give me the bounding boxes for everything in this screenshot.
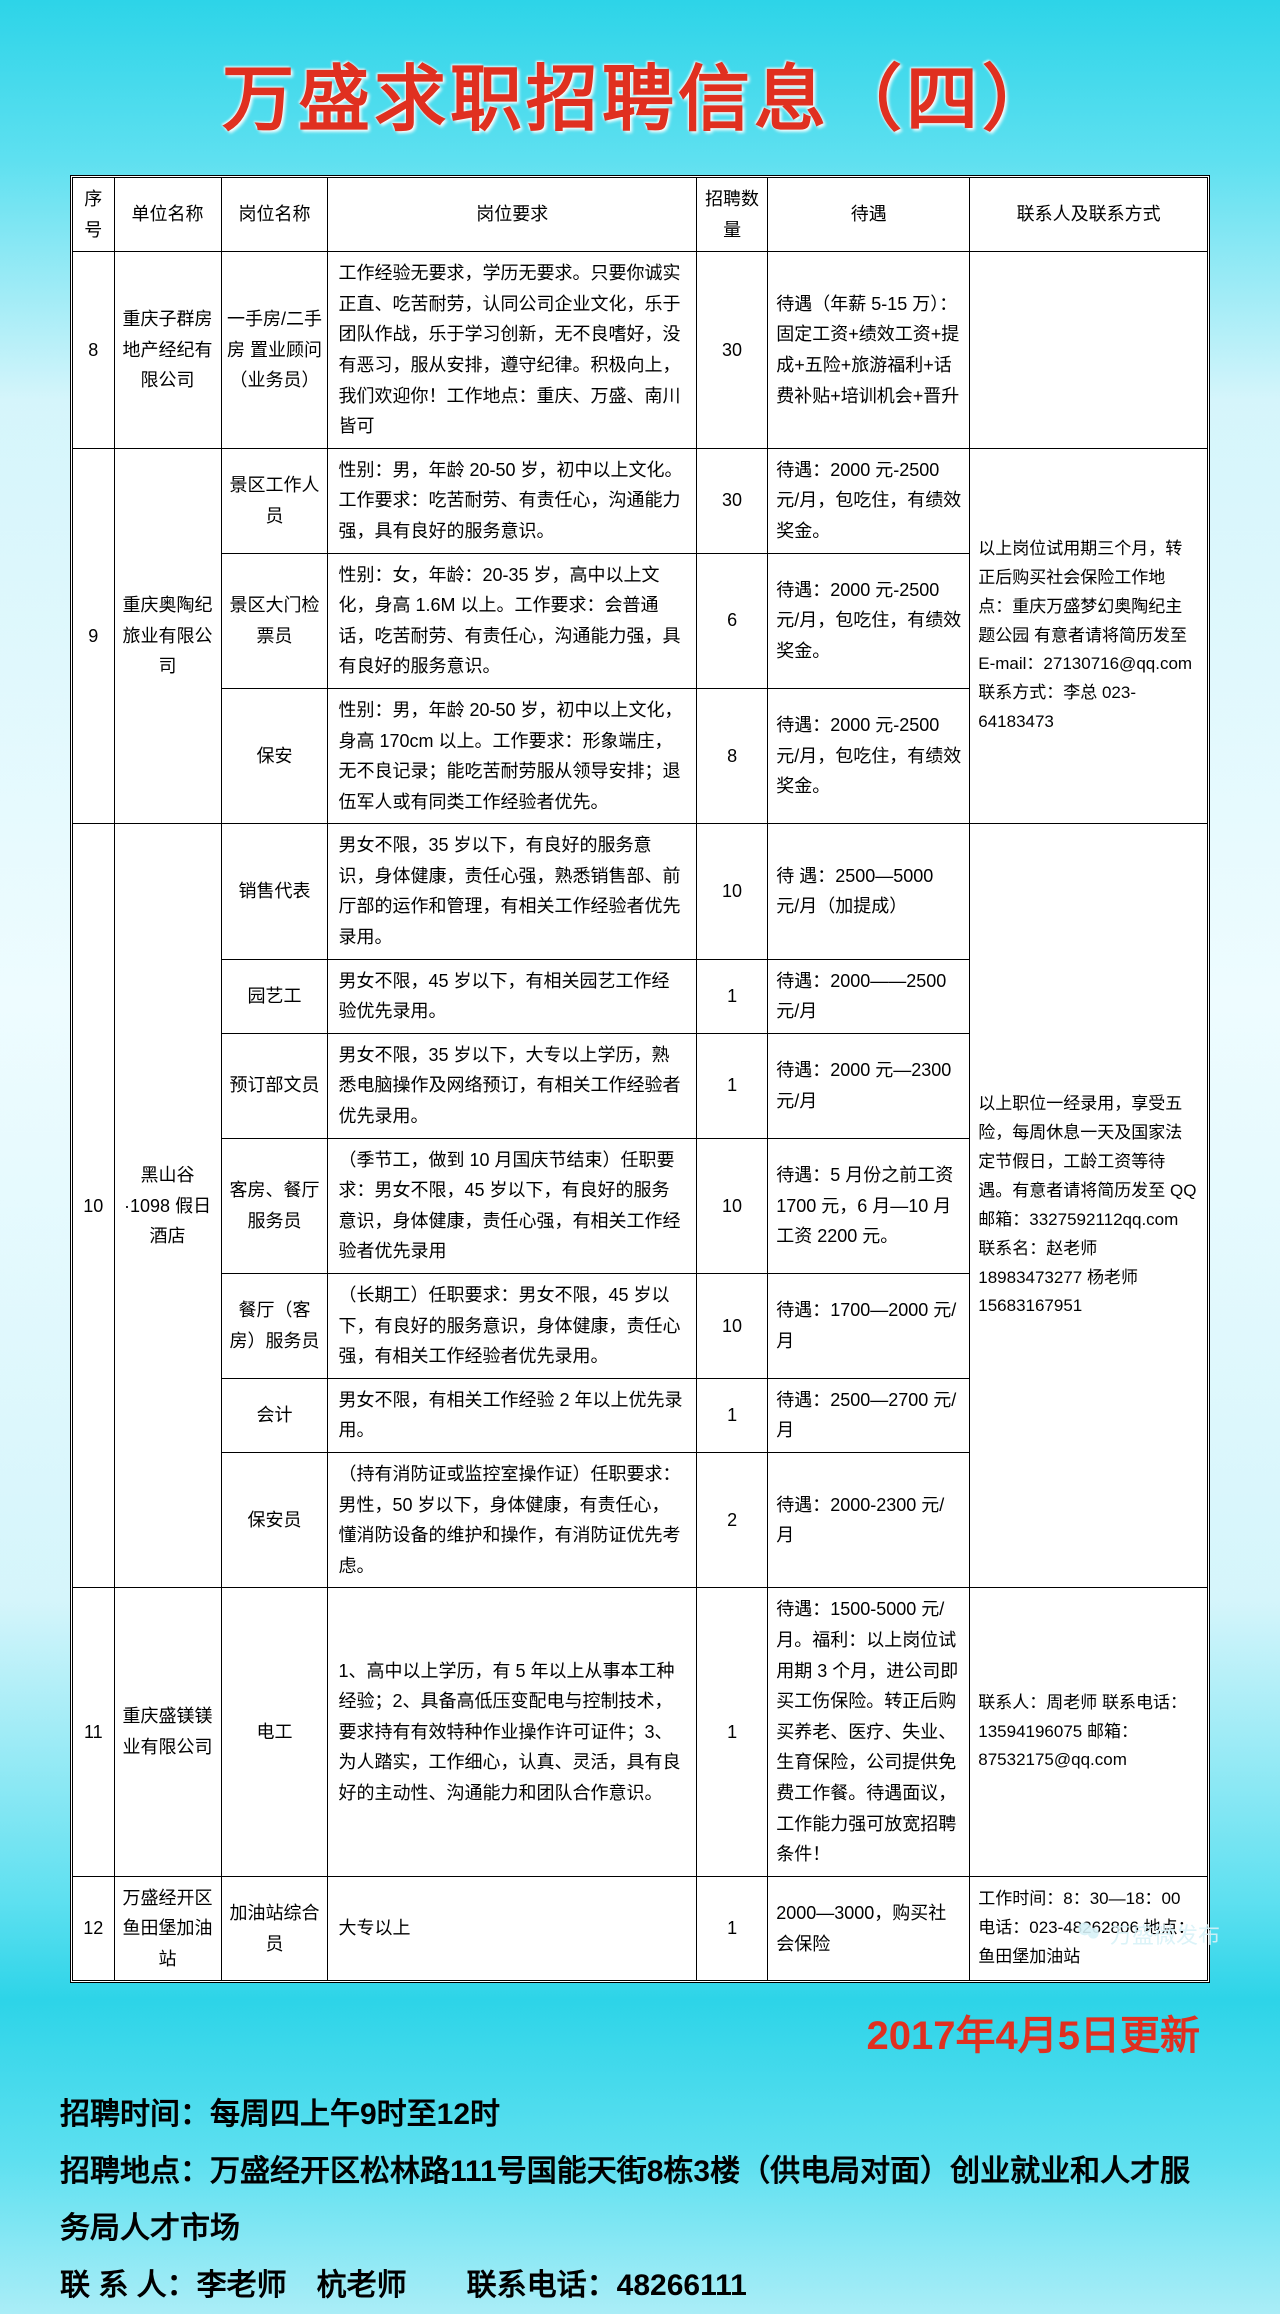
cell-position: 园艺工 — [221, 959, 328, 1033]
cell-salary: 待遇（年薪 5-15 万）：固定工资+绩效工资+提成+五险+旅游福利+话费补贴+… — [768, 252, 970, 449]
cell-requirement: （季节工，做到 10 月国庆节结束）任职要求：男女不限，45 岁以下，有良好的服… — [328, 1138, 696, 1273]
cell-salary: 待遇：2000 元-2500 元/月，包吃住，有绩效奖金。 — [768, 553, 970, 688]
table-row: 12万盛经开区鱼田堡加油站加油站综合员大专以上12000—3000，购买社会保险… — [73, 1876, 1208, 1981]
header-salary: 待遇 — [768, 178, 970, 252]
cell-number: 6 — [696, 553, 767, 688]
table-row: 9重庆奥陶纪旅业有限公司景区工作人员性别：男，年龄 20-50 岁，初中以上文化… — [73, 448, 1208, 553]
cell-position: 一手房/二手房 置业顾问（业务员） — [221, 252, 328, 449]
cell-index: 8 — [73, 252, 115, 449]
footer-info: 招聘时间：每周四上午9时至12时 招聘地点：万盛经开区松林路111号国能天街8栋… — [60, 2086, 1220, 2314]
cell-salary: 待遇：1500-5000 元/月。福利：以上岗位试用期 3 个月，进公司即买工伤… — [768, 1588, 970, 1876]
cell-requirement: 大专以上 — [328, 1876, 696, 1981]
recruitment-table-container: 序号 单位名称 岗位名称 岗位要求 招聘数量 待遇 联系人及联系方式 8重庆子群… — [70, 175, 1210, 1983]
cell-number: 1 — [696, 1876, 767, 1981]
cell-number: 1 — [696, 959, 767, 1033]
cell-salary: 待遇：5 月份之前工资 1700 元，6 月—10 月工资 2200 元。 — [768, 1138, 970, 1273]
cell-index: 12 — [73, 1876, 115, 1981]
table-header-row: 序号 单位名称 岗位名称 岗位要求 招聘数量 待遇 联系人及联系方式 — [73, 178, 1208, 252]
table-row: 10黑山谷·1098 假日酒店销售代表男女不限，35 岁以下，有良好的服务意识，… — [73, 824, 1208, 959]
cell-number: 1 — [696, 1033, 767, 1138]
recruitment-table: 序号 单位名称 岗位名称 岗位要求 招聘数量 待遇 联系人及联系方式 8重庆子群… — [72, 177, 1208, 1981]
cell-position: 景区工作人员 — [221, 448, 328, 553]
cell-salary: 待遇：1700—2000 元/月 — [768, 1274, 970, 1379]
cell-contact — [970, 252, 1208, 449]
cell-company: 万盛经开区鱼田堡加油站 — [114, 1876, 221, 1981]
cell-number: 1 — [696, 1588, 767, 1876]
cell-index: 10 — [73, 824, 115, 1588]
cell-requirement: 男女不限，35 岁以下，大专以上学历，熟悉电脑操作及网络预订，有相关工作经验者优… — [328, 1033, 696, 1138]
update-date: 2017年4月5日更新 — [0, 2003, 1200, 2061]
wechat-icon — [1076, 1918, 1102, 1950]
cell-position: 销售代表 — [221, 824, 328, 959]
cell-requirement: 性别：男，年龄 20-50 岁，初中以上文化。工作要求：吃苦耐劳、有责任心，沟通… — [328, 448, 696, 553]
cell-position: 客房、餐厅服务员 — [221, 1138, 328, 1273]
footer-time: 招聘时间：每周四上午9时至12时 — [60, 2086, 1220, 2143]
cell-salary: 待遇：2000 元-2500 元/月，包吃住，有绩效奖金。 — [768, 688, 970, 823]
cell-number: 30 — [696, 252, 767, 449]
cell-position: 保安 — [221, 688, 328, 823]
cell-position: 景区大门检票员 — [221, 553, 328, 688]
cell-position: 加油站综合员 — [221, 1876, 328, 1981]
cell-number: 10 — [696, 1274, 767, 1379]
header-company: 单位名称 — [114, 178, 221, 252]
cell-number: 10 — [696, 824, 767, 959]
cell-company: 重庆盛镁镁业有限公司 — [114, 1588, 221, 1876]
cell-salary: 待 遇：2500—5000 元/月（加提成） — [768, 824, 970, 959]
footer-contact: 联 系 人：李老师 杭老师 联系电话：48266111 — [60, 2257, 1220, 2314]
cell-number: 2 — [696, 1452, 767, 1587]
header-position: 岗位名称 — [221, 178, 328, 252]
page-title: 万盛求职招聘信息（四） — [0, 0, 1280, 175]
cell-salary: 待遇：2500—2700 元/月 — [768, 1378, 970, 1452]
cell-salary: 待遇：2000 元—2300 元/月 — [768, 1033, 970, 1138]
cell-requirement: 性别：男，年龄 20-50 岁，初中以上文化，身高 170cm 以上。工作要求：… — [328, 688, 696, 823]
cell-contact: 以上职位一经录用，享受五险，每周休息一天及国家法定节假日，工龄工资等待遇。有意者… — [970, 824, 1208, 1588]
cell-company: 重庆子群房地产经纪有限公司 — [114, 252, 221, 449]
cell-number: 8 — [696, 688, 767, 823]
cell-requirement: 男女不限，有相关工作经验 2 年以上优先录用。 — [328, 1378, 696, 1452]
header-requirement: 岗位要求 — [328, 178, 696, 252]
cell-index: 11 — [73, 1588, 115, 1876]
cell-requirement: （持有消防证或监控室操作证）任职要求：男性，50 岁以下，身体健康，有责任心，懂… — [328, 1452, 696, 1587]
footer-address: 招聘地点：万盛经开区松林路111号国能天街8栋3楼（供电局对面）创业就业和人才服… — [60, 2143, 1220, 2257]
cell-number: 1 — [696, 1378, 767, 1452]
header-contact: 联系人及联系方式 — [970, 178, 1208, 252]
cell-index: 9 — [73, 448, 115, 824]
cell-position: 电工 — [221, 1588, 328, 1876]
cell-number: 30 — [696, 448, 767, 553]
cell-salary: 2000—3000，购买社会保险 — [768, 1876, 970, 1981]
cell-contact: 以上岗位试用期三个月，转正后购买社会保险工作地点：重庆万盛梦幻奥陶纪主题公园 有… — [970, 448, 1208, 824]
cell-position: 保安员 — [221, 1452, 328, 1587]
cell-salary: 待遇：2000 元-2500 元/月，包吃住，有绩效奖金。 — [768, 448, 970, 553]
cell-requirement: 工作经验无要求，学历无要求。只要你诚实正直、吃苦耐劳，认同公司企业文化，乐于团队… — [328, 252, 696, 449]
cell-requirement: 男女不限，45 岁以下，有相关园艺工作经验优先录用。 — [328, 959, 696, 1033]
cell-requirement: （长期工）任职要求：男女不限，45 岁以下，有良好的服务意识，身体健康，责任心强… — [328, 1274, 696, 1379]
cell-company: 重庆奥陶纪旅业有限公司 — [114, 448, 221, 824]
cell-company: 黑山谷·1098 假日酒店 — [114, 824, 221, 1588]
cell-position: 餐厅（客房）服务员 — [221, 1274, 328, 1379]
cell-number: 10 — [696, 1138, 767, 1273]
watermark-text: 万盛微发布 — [1110, 1918, 1220, 1950]
wechat-watermark: 万盛微发布 — [1076, 1918, 1220, 1950]
header-index: 序号 — [73, 178, 115, 252]
cell-requirement: 男女不限，35 岁以下，有良好的服务意识，身体健康，责任心强，熟悉销售部、前厅部… — [328, 824, 696, 959]
cell-salary: 待遇：2000-2300 元/月 — [768, 1452, 970, 1587]
header-number: 招聘数量 — [696, 178, 767, 252]
table-row: 8重庆子群房地产经纪有限公司一手房/二手房 置业顾问（业务员）工作经验无要求，学… — [73, 252, 1208, 449]
table-row: 11重庆盛镁镁业有限公司电工1、高中以上学历，有 5 年以上从事本工种经验；2、… — [73, 1588, 1208, 1876]
cell-position: 预订部文员 — [221, 1033, 328, 1138]
cell-salary: 待遇：2000——2500 元/月 — [768, 959, 970, 1033]
cell-requirement: 1、高中以上学历，有 5 年以上从事本工种经验；2、具备高低压变配电与控制技术，… — [328, 1588, 696, 1876]
cell-contact: 联系人：周老师 联系电话：13594196075 邮箱：87532175@qq.… — [970, 1588, 1208, 1876]
cell-position: 会计 — [221, 1378, 328, 1452]
cell-requirement: 性别：女，年龄：20-35 岁，高中以上文化，身高 1.6M 以上。工作要求：会… — [328, 553, 696, 688]
